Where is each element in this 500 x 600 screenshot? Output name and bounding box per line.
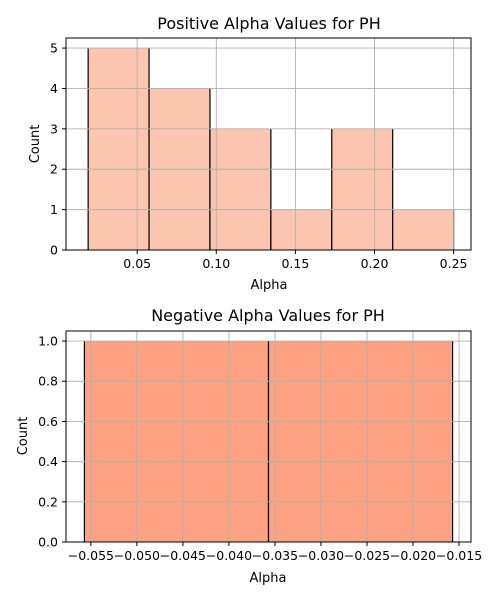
x-tick-label: −0.055	[68, 548, 114, 563]
x-tick-label: 0.05	[123, 256, 151, 271]
y-axis-label: Count	[16, 417, 31, 456]
x-tick-label: −0.020	[390, 548, 436, 563]
x-tick-label: 0.20	[361, 256, 389, 271]
x-tick-label: −0.050	[114, 548, 160, 563]
x-tick-label: −0.025	[344, 548, 390, 563]
x-tick-label: 0.10	[202, 256, 230, 271]
histogram-bar	[209, 128, 271, 250]
y-tick-label: 0.0	[38, 535, 58, 550]
axes-frame	[65, 37, 472, 251]
positive-alpha-histogram: Positive Alpha Values for PH Alpha Count…	[28, 14, 472, 293]
x-tick-label: −0.045	[160, 548, 206, 563]
x-tick-label: 0.15	[281, 256, 309, 271]
x-tick-label: −0.035	[252, 548, 298, 563]
y-tick-label: 0	[50, 243, 58, 258]
y-tick-label: 3	[50, 121, 58, 136]
y-tick-label: 0.8	[38, 374, 58, 389]
y-tick-label: 4	[50, 81, 58, 96]
y-tick-label: 1	[50, 202, 58, 217]
x-tick-label: −0.030	[298, 548, 344, 563]
x-tick-label: 0.25	[440, 256, 468, 271]
x-tick-label: −0.015	[436, 548, 482, 563]
y-tick-label: 2	[50, 162, 58, 177]
y-tick-label: 0.2	[38, 494, 58, 509]
chart-title: Positive Alpha Values for PH	[157, 14, 380, 33]
histogram-bar	[270, 209, 332, 250]
y-tick-label: 5	[50, 41, 58, 56]
y-tick-label: 0.6	[38, 414, 58, 429]
y-tick-label: 0.4	[38, 454, 58, 469]
x-tick-label: −0.040	[206, 548, 252, 563]
histogram-bar	[268, 341, 453, 542]
x-axis-label: Alpha	[251, 278, 288, 293]
histogram-bar	[88, 48, 150, 250]
y-tick-label: 1.0	[38, 334, 58, 349]
axes-frame	[65, 330, 472, 543]
histogram-bar	[331, 128, 393, 250]
chart-title: Negative Alpha Values for PH	[151, 306, 385, 325]
y-axis-label: Count	[28, 125, 43, 164]
histogram-bar	[392, 209, 454, 250]
x-axis-label: Alpha	[250, 571, 287, 586]
histogram-bar	[84, 341, 269, 542]
negative-alpha-histogram: Negative Alpha Values for PH Alpha Count…	[16, 306, 482, 586]
